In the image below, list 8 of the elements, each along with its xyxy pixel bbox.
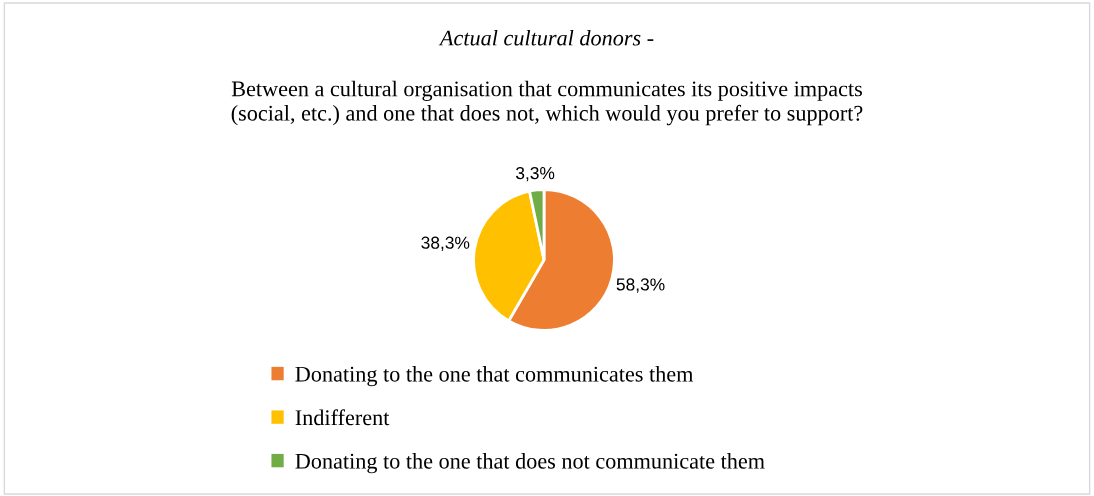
chart-title: Actual cultural donors - [438, 29, 654, 46]
chart-subtitle: Between a cultural organisation that communicates its positive impacts (social, etc.) and one that does not, which would you prefer to support? [231, 80, 863, 126]
data-label: 3,3% [515, 166, 555, 182]
data-label: 38,3% [421, 236, 470, 251]
data-label: 58,3% [616, 278, 665, 293]
legend-label: Donating to the one that does not communicate them [295, 453, 765, 474]
legend-label: Donating to the one that communicates them [295, 366, 694, 387]
legend-label: Indifferent [295, 409, 390, 426]
